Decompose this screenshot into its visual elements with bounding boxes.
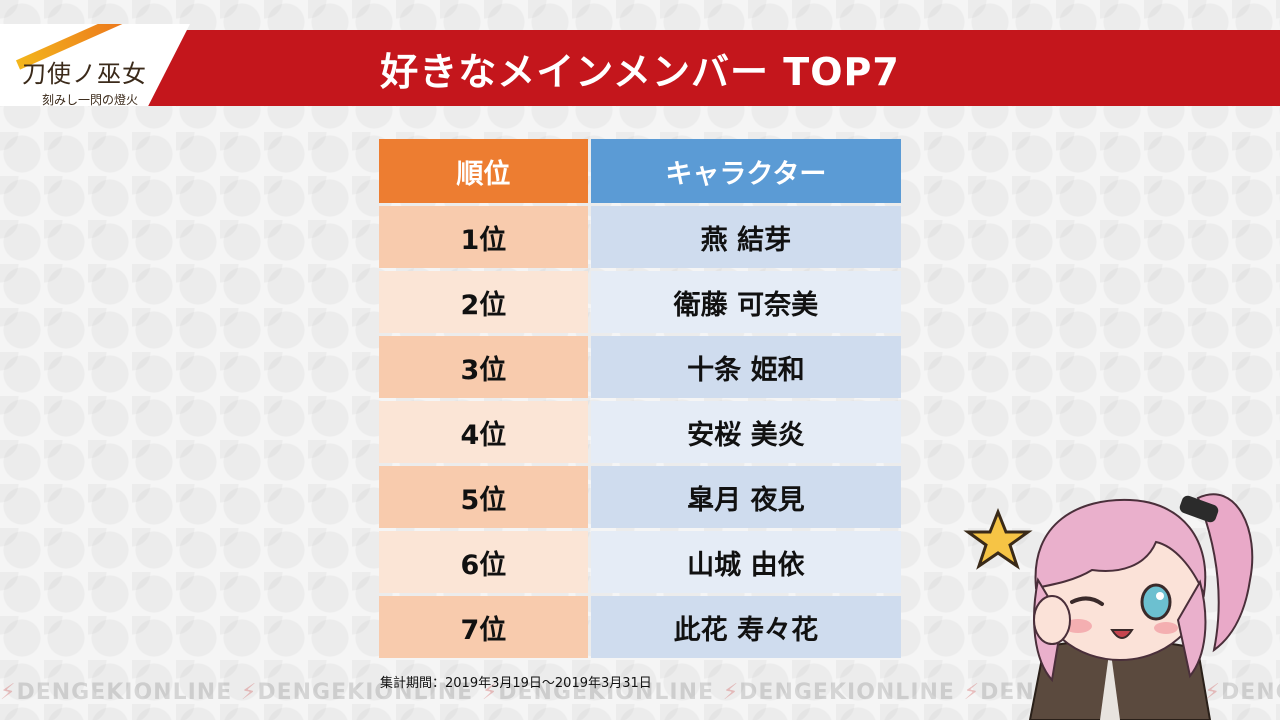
character-column-header: キャラクター bbox=[590, 139, 901, 203]
ranking-table: 順位 キャラクター 1位 燕 結芽 2位 衛藤 可奈美 3位 十条 姫和 4位 … bbox=[376, 136, 904, 661]
watermark-text: DENGEKIONLINE bbox=[257, 680, 474, 705]
character-cell: 衛藤 可奈美 bbox=[590, 271, 901, 333]
watermark-text: DENGEKIONLINE bbox=[1220, 680, 1280, 705]
rank-cell: 4位 bbox=[379, 401, 588, 463]
character-cell: 燕 結芽 bbox=[590, 206, 901, 268]
character-cell: 此花 寿々花 bbox=[590, 596, 901, 658]
watermark-text: DENGEKIONLINE bbox=[16, 680, 233, 705]
table-row: 7位 此花 寿々花 bbox=[379, 596, 901, 658]
character-cell: 山城 由依 bbox=[590, 531, 901, 593]
table-row: 1位 燕 結芽 bbox=[379, 206, 901, 268]
rank-cell: 3位 bbox=[379, 336, 588, 398]
table-row: 4位 安桜 美炎 bbox=[379, 401, 901, 463]
watermark-text: DENGEKIONLINE bbox=[739, 680, 955, 705]
rank-cell: 7位 bbox=[379, 596, 588, 658]
header-bar: 好きなメインメンバー TOP7 bbox=[0, 30, 1280, 106]
rank-cell: 6位 bbox=[379, 531, 588, 593]
rank-cell: 5位 bbox=[379, 466, 588, 528]
page-title: 好きなメインメンバー TOP7 bbox=[380, 49, 900, 94]
rank-column-header: 順位 bbox=[379, 139, 588, 203]
character-cell: 十条 姫和 bbox=[590, 336, 901, 398]
table-row: 3位 十条 姫和 bbox=[379, 336, 901, 398]
rank-cell: 1位 bbox=[379, 206, 588, 268]
watermark-text: DENGEKIONLINE bbox=[498, 680, 715, 705]
table-row: 6位 山城 由依 bbox=[379, 531, 901, 593]
character-cell: 皐月 夜見 bbox=[590, 466, 901, 528]
table-header-row: 順位 キャラクター bbox=[379, 139, 901, 203]
logo-subtitle: 刻みし一閃の燈火 bbox=[42, 93, 139, 107]
mascot-character-illustration bbox=[963, 493, 1254, 720]
watermark-strip: ⚡DENGEKIONLINE ⚡DENGEKIONLINE ⚡DENGEKION… bbox=[0, 680, 1280, 710]
logo-title: 刀使ノ巫女 bbox=[22, 60, 147, 88]
game-logo: 刀使ノ巫女 刻みし一閃の燈火 bbox=[0, 24, 190, 106]
star-icon bbox=[963, 507, 1033, 570]
rank-cell: 2位 bbox=[379, 271, 588, 333]
aggregation-period: 集計期間：2019年3月19日～2019年3月31日 bbox=[380, 676, 652, 691]
table-row: 5位 皐月 夜見 bbox=[379, 466, 901, 528]
character-cell: 安桜 美炎 bbox=[590, 401, 901, 463]
table-row: 2位 衛藤 可奈美 bbox=[379, 271, 901, 333]
